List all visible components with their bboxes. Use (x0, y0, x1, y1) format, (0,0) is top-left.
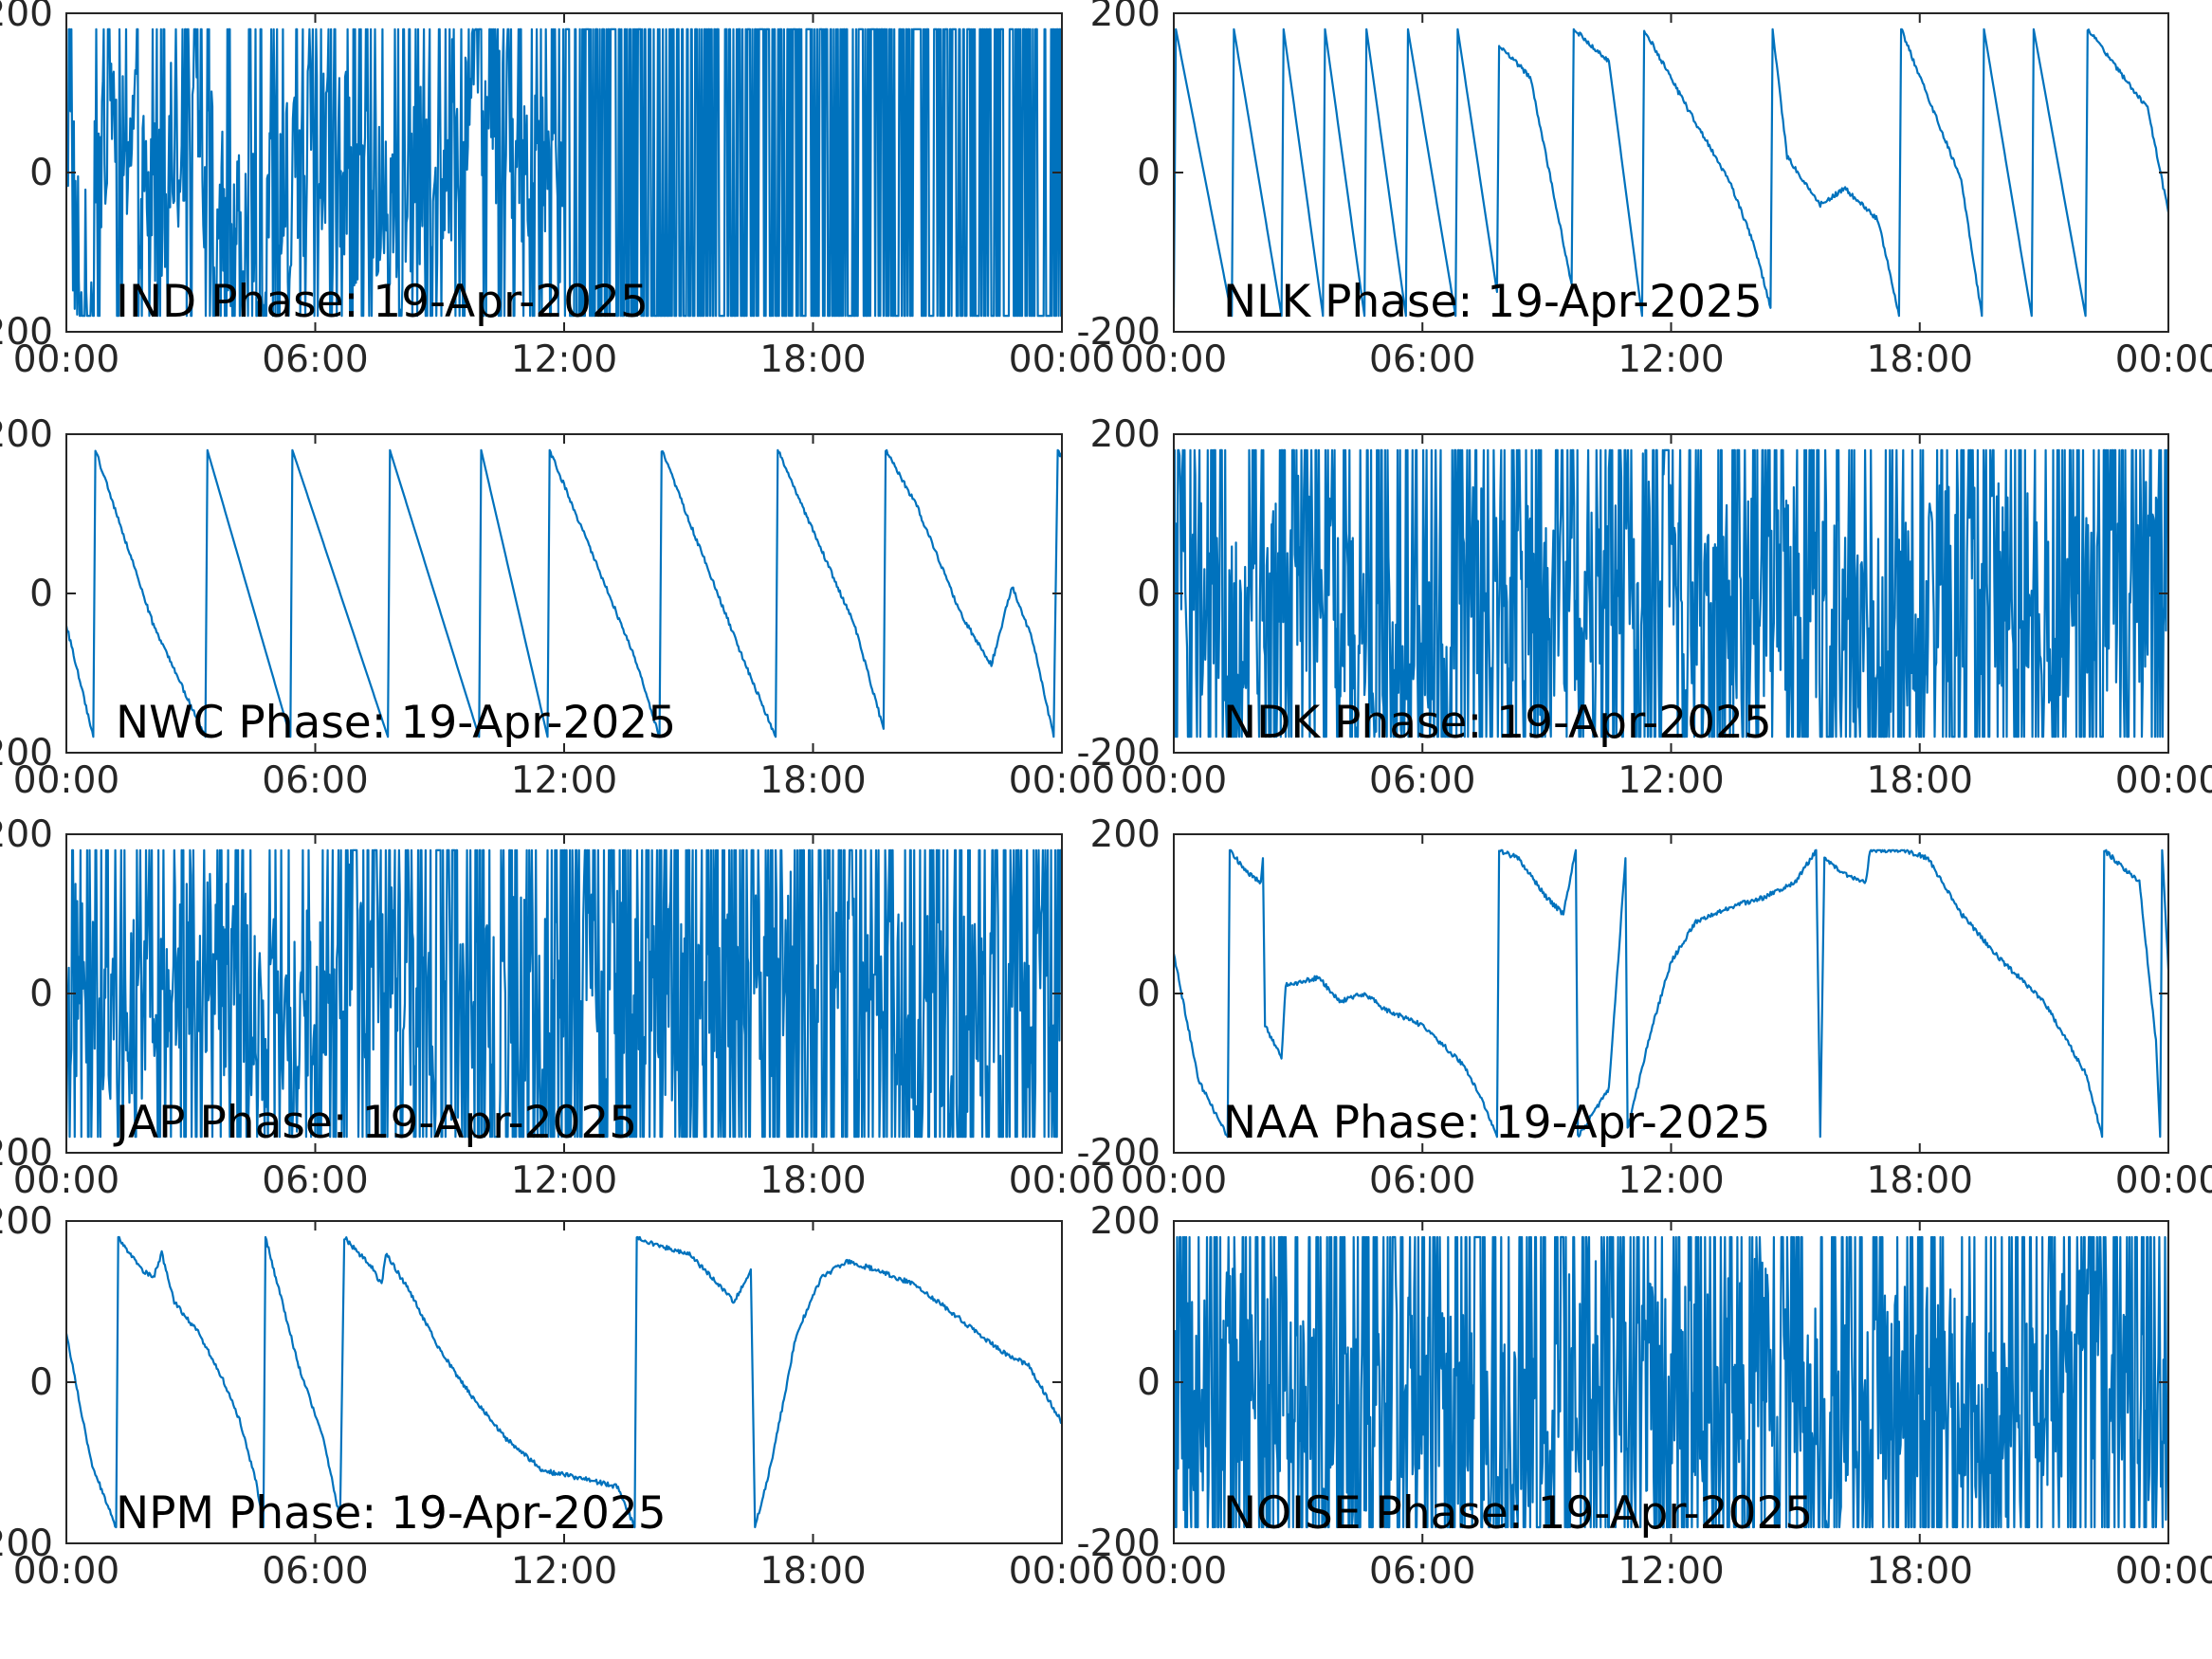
x-tick-label: 06:00 (1369, 759, 1475, 802)
x-tick-label: 00:00 (2115, 1550, 2212, 1593)
phase-series-line (66, 27, 1062, 318)
x-tick-label: 12:00 (1618, 1159, 1724, 1202)
x-tick-label: 00:00 (13, 1159, 119, 1202)
y-tick-label: 200 (1090, 413, 1161, 456)
panel-title: NWC Phase: 19-Apr-2025 (116, 697, 676, 749)
y-tick-label: 0 (1137, 1361, 1161, 1404)
phase-series-line (1174, 448, 2168, 738)
x-tick-label: 06:00 (262, 338, 368, 381)
panel-title: NAA Phase: 19-Apr-2025 (1223, 1097, 1770, 1149)
phase-series-line (1174, 1235, 2168, 1529)
y-tick-label: -200 (1076, 311, 1161, 354)
y-tick-label: -200 (1076, 1522, 1161, 1565)
x-tick-label: 18:00 (759, 338, 866, 381)
panel-title: NOISE Phase: 19-Apr-2025 (1223, 1487, 1813, 1540)
x-tick-label: 12:00 (511, 759, 617, 802)
x-tick-label: 18:00 (1867, 759, 1973, 802)
x-tick-label: 06:00 (262, 759, 368, 802)
x-tick-label: 00:00 (1009, 759, 1115, 802)
x-tick-label: 18:00 (759, 1159, 866, 1202)
y-tick-label: -200 (0, 732, 53, 775)
y-tick-label: -200 (0, 311, 53, 354)
x-tick-label: 00:00 (13, 338, 119, 381)
y-tick-label: 200 (0, 413, 53, 456)
y-tick-label: -200 (0, 1132, 53, 1175)
panel-title: NDK Phase: 19-Apr-2025 (1223, 697, 1772, 749)
x-tick-label: 00:00 (1009, 338, 1115, 381)
x-tick-label: 00:00 (1009, 1550, 1115, 1593)
x-tick-label: 00:00 (1121, 1550, 1227, 1593)
x-tick-label: 06:00 (1369, 338, 1475, 381)
x-tick-label: 18:00 (759, 759, 866, 802)
panel-title: JAP Phase: 19-Apr-2025 (113, 1097, 637, 1149)
x-tick-label: 06:00 (262, 1159, 368, 1202)
y-tick-label: 200 (0, 813, 53, 856)
x-tick-label: 06:00 (1369, 1550, 1475, 1593)
x-tick-label: 00:00 (13, 759, 119, 802)
x-tick-label: 00:00 (1121, 1159, 1227, 1202)
y-tick-label: 0 (1137, 973, 1161, 1015)
y-tick-label: 0 (29, 973, 53, 1015)
y-tick-label: 200 (1090, 813, 1161, 856)
y-tick-label: 0 (1137, 573, 1161, 615)
x-tick-label: 18:00 (759, 1550, 866, 1593)
y-tick-label: -200 (1076, 1132, 1161, 1175)
x-tick-label: 18:00 (1867, 338, 1973, 381)
x-tick-label: 12:00 (1618, 338, 1724, 381)
y-tick-label: -200 (1076, 732, 1161, 775)
y-tick-label: -200 (0, 1522, 53, 1565)
x-tick-label: 00:00 (1121, 338, 1227, 381)
x-tick-label: 12:00 (511, 338, 617, 381)
x-tick-label: 00:00 (1009, 1159, 1115, 1202)
x-tick-label: 12:00 (511, 1159, 617, 1202)
phase-series-line (66, 848, 1062, 1139)
x-tick-label: 00:00 (2115, 759, 2212, 802)
x-tick-label: 06:00 (262, 1550, 368, 1593)
x-tick-label: 00:00 (2115, 1159, 2212, 1202)
y-tick-label: 200 (0, 1200, 53, 1243)
x-tick-label: 00:00 (1121, 759, 1227, 802)
y-tick-label: 200 (1090, 0, 1161, 35)
phase-series-line (1174, 848, 2168, 1139)
y-tick-label: 0 (29, 1361, 53, 1404)
phase-series-line (1174, 27, 2168, 318)
x-tick-label: 12:00 (1618, 759, 1724, 802)
x-tick-label: 18:00 (1867, 1159, 1973, 1202)
x-tick-label: 00:00 (13, 1550, 119, 1593)
x-tick-label: 12:00 (1618, 1550, 1724, 1593)
phase-series-line (66, 1235, 1062, 1529)
y-tick-label: 0 (1137, 152, 1161, 194)
y-tick-label: 200 (1090, 1200, 1161, 1243)
panel-title: NPM Phase: 19-Apr-2025 (116, 1487, 667, 1540)
y-tick-label: 200 (0, 0, 53, 35)
phase-series-line (66, 448, 1062, 738)
y-tick-label: 0 (29, 152, 53, 194)
x-tick-label: 12:00 (511, 1550, 617, 1593)
x-tick-label: 06:00 (1369, 1159, 1475, 1202)
panel-title: NLK Phase: 19-Apr-2025 (1223, 276, 1763, 328)
x-tick-label: 00:00 (2115, 338, 2212, 381)
y-tick-label: 0 (29, 573, 53, 615)
panel-title: IND Phase: 19-Apr-2025 (116, 276, 649, 328)
x-tick-label: 18:00 (1867, 1550, 1973, 1593)
